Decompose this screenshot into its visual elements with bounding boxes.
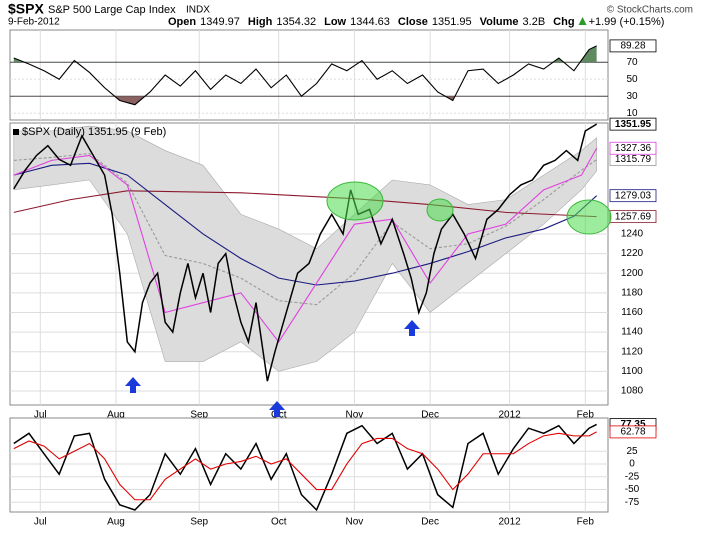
y-tick-label: 1180 — [621, 287, 643, 298]
credit: © StockCharts.com — [607, 5, 693, 16]
value-tag — [609, 425, 657, 439]
quote-value: 3.2B — [523, 16, 546, 28]
y-tick-label: 1240 — [621, 229, 644, 240]
exchange: INDX — [186, 5, 210, 16]
x-tick-label: Oct — [271, 517, 287, 528]
y-tick-label: -50 — [625, 484, 640, 495]
y-tick-label: 1120 — [621, 346, 643, 357]
y-tick-label: 10 — [626, 108, 638, 119]
bollinger-band — [13, 125, 597, 372]
x-tick-label: Dec — [421, 410, 439, 421]
value-tag-label: 1351.95 — [615, 119, 652, 130]
highlight-circle — [426, 198, 454, 222]
value-tag-label: 62.78 — [620, 427, 645, 438]
x-tick-label: Feb — [577, 517, 595, 528]
value-tag-label: 1279.03 — [615, 190, 652, 201]
panels: 10 30 50 70 89.28 Jul Aug Sep Oct Nov Dec 2012 Feb 10… — [9, 29, 657, 528]
up-arrow — [125, 377, 141, 393]
quote-value: 1344.63 — [350, 16, 390, 28]
value-tag-label: 1315.79 — [615, 154, 652, 165]
x-tick-label: Nov — [346, 410, 364, 421]
y-tick-label: 1080 — [621, 386, 644, 397]
x-tick-label: Sep — [190, 410, 208, 421]
y-tick-label: 30 — [626, 91, 638, 102]
value-tag — [609, 189, 657, 203]
series-line — [13, 147, 598, 343]
value-tag — [609, 141, 657, 155]
series-line — [13, 152, 597, 306]
quote-row: Open 1349.97 High 1354.32 Low 1344.63 Close 135… — [168, 16, 664, 28]
y-tick-label: 50 — [626, 74, 638, 85]
quote-value: 1351.95 — [432, 16, 472, 28]
x-tick-label: 2012 — [498, 410, 521, 421]
annotations — [125, 181, 612, 417]
quote-label: Close — [398, 16, 428, 28]
value-tag-label: 89.28 — [620, 41, 645, 52]
y-tick-label: -75 — [625, 497, 640, 508]
x-tick-label: 2012 — [498, 517, 521, 528]
quote-value: +1.99 (+0.15%) — [589, 16, 665, 28]
series-line — [13, 45, 597, 106]
date: 9-Feb-2012 — [8, 17, 60, 28]
x-tick-label: Dec — [421, 517, 439, 528]
panel — [9, 29, 609, 121]
quote-label: High — [248, 16, 273, 28]
quote-label: Low — [324, 16, 346, 28]
series-line — [13, 431, 597, 501]
quote-value: 1354.32 — [276, 16, 316, 28]
y-tick-label: 1220 — [621, 248, 644, 259]
value-tag — [609, 39, 657, 53]
index-name: S&P 500 Large Cap Index — [48, 4, 176, 16]
series-line — [13, 190, 597, 218]
panel — [9, 122, 609, 406]
quote-label: Chg — [553, 16, 574, 28]
panel-frame — [9, 417, 609, 513]
y-tick-label: 1160 — [621, 307, 643, 318]
legend-swatch — [13, 129, 19, 135]
x-tick-label: Sep — [190, 517, 208, 528]
y-tick-label: 25 — [626, 446, 638, 457]
x-tick-label: Aug — [107, 410, 125, 421]
legend: $SPX (Daily) 1351.95 (9 Feb) — [22, 126, 166, 138]
y-tick-label: 1100 — [621, 366, 643, 377]
up-arrow — [269, 401, 285, 417]
quote-label: Open — [168, 16, 196, 28]
series-line — [13, 123, 598, 382]
x-tick-label: Nov — [346, 517, 364, 528]
panel-frame — [9, 29, 609, 121]
y-tick-label: 0 — [629, 459, 635, 470]
up-arrow — [404, 320, 420, 336]
y-tick-label: 1200 — [621, 268, 644, 279]
value-tag-label: 1257.69 — [615, 211, 652, 222]
value-tag-label: 1327.36 — [615, 143, 652, 154]
series-line — [13, 162, 598, 286]
panel — [9, 417, 609, 513]
y-tick-label: -25 — [625, 471, 640, 482]
series-line — [13, 423, 597, 512]
x-tick-label: Feb — [577, 410, 595, 421]
quote-value: 1349.97 — [200, 16, 240, 28]
x-tick-label: Jul — [34, 410, 47, 421]
quote-label: Volume — [480, 16, 519, 28]
value-tag — [609, 117, 657, 131]
change-arrow — [578, 17, 587, 25]
y-tick-label: 1140 — [621, 327, 643, 338]
highlight-circle — [566, 199, 612, 235]
highlight-circle — [326, 181, 384, 221]
x-tick-label: Aug — [107, 517, 125, 528]
x-tick-label: Jul — [34, 517, 47, 528]
value-tag-label: 77.35 — [620, 419, 645, 430]
symbol: $SPX — [8, 1, 44, 17]
y-tick-label: 70 — [626, 57, 638, 68]
